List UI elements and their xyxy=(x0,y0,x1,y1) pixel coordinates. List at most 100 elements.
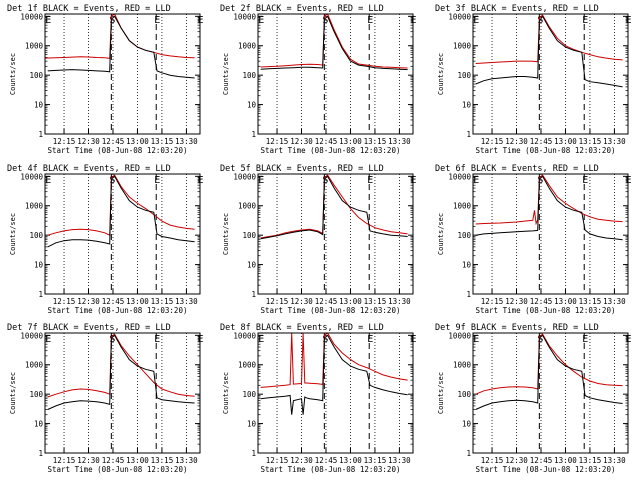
y-tick-label: 1 xyxy=(466,290,471,299)
x-tick-label: 12:15 xyxy=(266,137,289,146)
detector-panel-5: Det 5f BLACK = Events, RED = LLD Counts/s… xyxy=(220,164,416,315)
y-tick-label: 1 xyxy=(38,449,43,458)
x-axis-label: Start Time (08-Jun-08 12:03:20) xyxy=(476,146,616,155)
y-axis-label: Counts/sec xyxy=(437,213,445,255)
series-line-red xyxy=(475,333,623,395)
x-tick-label: 12:45 xyxy=(530,137,553,146)
x-tick-label: 12:30 xyxy=(505,456,528,465)
series-line-red xyxy=(475,14,623,64)
detector-panel-3: Det 3f BLACK = Events, RED = LLD Counts/s… xyxy=(435,4,631,155)
event-marker-label: S xyxy=(322,175,328,186)
panel-title: Det 2f BLACK = Events, RED = LLD xyxy=(220,4,384,14)
x-tick-label: 12:30 xyxy=(77,456,100,465)
event-marker-label: E xyxy=(154,15,160,26)
panel-title: Det 9f BLACK = Events, RED = LLD xyxy=(435,323,599,333)
x-tick-label: 12:15 xyxy=(481,456,504,465)
series-line-black xyxy=(475,175,623,241)
detector-panel-8: Det 8f BLACK = Events, RED = LLD Counts/s… xyxy=(220,323,416,474)
x-tick-label: 12:45 xyxy=(530,297,553,306)
x-tick-label: 13:00 xyxy=(339,137,362,146)
series-line-red xyxy=(260,333,408,388)
x-axis-label: Start Time (08-Jun-08 12:03:20) xyxy=(48,465,188,474)
y-tick-label: 10000 xyxy=(233,12,256,21)
series-line-red xyxy=(260,14,408,69)
event-marker-label: S xyxy=(109,15,115,26)
series-line-black xyxy=(47,175,195,248)
x-tick-label: 12:45 xyxy=(102,297,125,306)
x-tick-label: 12:45 xyxy=(315,456,338,465)
x-tick-label: 12:15 xyxy=(53,297,76,306)
x-tick-label: 12:15 xyxy=(481,137,504,146)
y-tick-label: 1 xyxy=(251,449,256,458)
series-line-red xyxy=(47,333,195,398)
event-marker-label: S xyxy=(322,15,328,26)
x-axis-label: Start Time (08-Jun-08 12:03:20) xyxy=(48,306,188,315)
y-tick-label: 100 xyxy=(242,390,256,399)
series-line-red xyxy=(475,174,623,226)
y-axis-label: Counts/sec xyxy=(222,53,230,95)
x-tick-label: 13:00 xyxy=(126,297,149,306)
event-marker-label: E xyxy=(367,175,373,186)
x-tick-label: 12:30 xyxy=(290,297,313,306)
y-axis-label: Counts/sec xyxy=(222,372,230,414)
event-marker-label: E xyxy=(154,334,160,345)
y-tick-label: 1 xyxy=(38,290,43,299)
x-tick-label: 13:00 xyxy=(339,456,362,465)
y-tick-label: 1000 xyxy=(453,202,472,211)
y-tick-label: 100 xyxy=(242,231,256,240)
y-tick-label: 1000 xyxy=(25,202,44,211)
y-axis-label: Counts/sec xyxy=(9,372,17,414)
x-tick-label: 12:30 xyxy=(505,137,528,146)
panel-title: Det 4f BLACK = Events, RED = LLD xyxy=(7,164,171,174)
x-tick-label: 12:15 xyxy=(53,456,76,465)
x-tick-label: 12:45 xyxy=(102,456,125,465)
y-axis-label: Counts/sec xyxy=(9,53,17,95)
plot-frame xyxy=(472,173,629,295)
x-tick-label: 13:00 xyxy=(554,456,577,465)
plot-frame xyxy=(257,13,414,135)
series-line-red xyxy=(260,174,408,239)
plot-frame xyxy=(472,332,629,454)
x-tick-label: 13:15 xyxy=(579,297,602,306)
event-marker-label: E xyxy=(582,175,588,186)
event-marker-label: E xyxy=(367,15,373,26)
x-tick-label: 13:30 xyxy=(175,297,198,306)
x-tick-label: 12:30 xyxy=(77,297,100,306)
series-line-black xyxy=(260,334,408,415)
event-marker-label: S xyxy=(322,334,328,345)
x-tick-label: 13:00 xyxy=(554,297,577,306)
x-axis-label: Start Time (08-Jun-08 12:03:20) xyxy=(261,146,401,155)
x-tick-label: 13:15 xyxy=(151,297,174,306)
x-tick-label: 12:30 xyxy=(290,456,313,465)
y-tick-label: 100 xyxy=(242,71,256,80)
x-tick-label: 12:45 xyxy=(102,137,125,146)
x-tick-label: 12:30 xyxy=(505,297,528,306)
plot-frame xyxy=(44,13,201,135)
x-tick-label: 13:00 xyxy=(126,456,149,465)
x-tick-label: 13:15 xyxy=(364,297,387,306)
detector-panel-2: Det 2f BLACK = Events, RED = LLD Counts/s… xyxy=(220,4,416,155)
event-marker-label: S xyxy=(537,15,543,26)
y-tick-label: 10 xyxy=(34,420,44,429)
y-tick-label: 10000 xyxy=(233,331,256,340)
y-tick-label: 10000 xyxy=(448,331,471,340)
y-axis-label: Counts/sec xyxy=(437,53,445,95)
event-marker-label: E xyxy=(473,334,479,345)
x-tick-label: 13:30 xyxy=(388,137,411,146)
y-tick-label: 1000 xyxy=(238,202,257,211)
x-tick-label: 13:00 xyxy=(554,137,577,146)
y-tick-label: 10000 xyxy=(20,172,43,181)
y-tick-label: 10 xyxy=(462,420,472,429)
event-marker-label: E xyxy=(154,175,160,186)
x-tick-label: 13:15 xyxy=(151,137,174,146)
x-tick-label: 13:30 xyxy=(603,456,626,465)
x-tick-label: 13:00 xyxy=(339,297,362,306)
y-tick-label: 10000 xyxy=(20,12,43,21)
x-tick-label: 13:15 xyxy=(364,137,387,146)
event-marker-label: E xyxy=(473,175,479,186)
y-tick-label: 100 xyxy=(29,231,43,240)
event-marker-label: E xyxy=(582,334,588,345)
x-tick-label: 13:00 xyxy=(126,137,149,146)
plot-frame xyxy=(44,332,201,454)
series-line-black xyxy=(47,15,195,79)
